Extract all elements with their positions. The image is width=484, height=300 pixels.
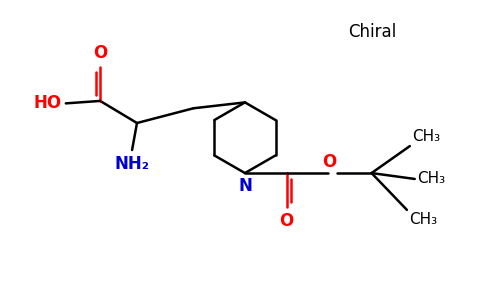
Text: N: N [238, 177, 252, 195]
Text: CH₃: CH₃ [417, 172, 445, 187]
Text: O: O [93, 44, 107, 62]
Text: O: O [280, 212, 294, 230]
Text: CH₃: CH₃ [412, 129, 440, 144]
Text: Chiral: Chiral [348, 23, 397, 41]
Text: HO: HO [34, 94, 62, 112]
Text: CH₃: CH₃ [409, 212, 438, 227]
Text: NH₂: NH₂ [115, 155, 150, 173]
Text: O: O [322, 153, 336, 171]
